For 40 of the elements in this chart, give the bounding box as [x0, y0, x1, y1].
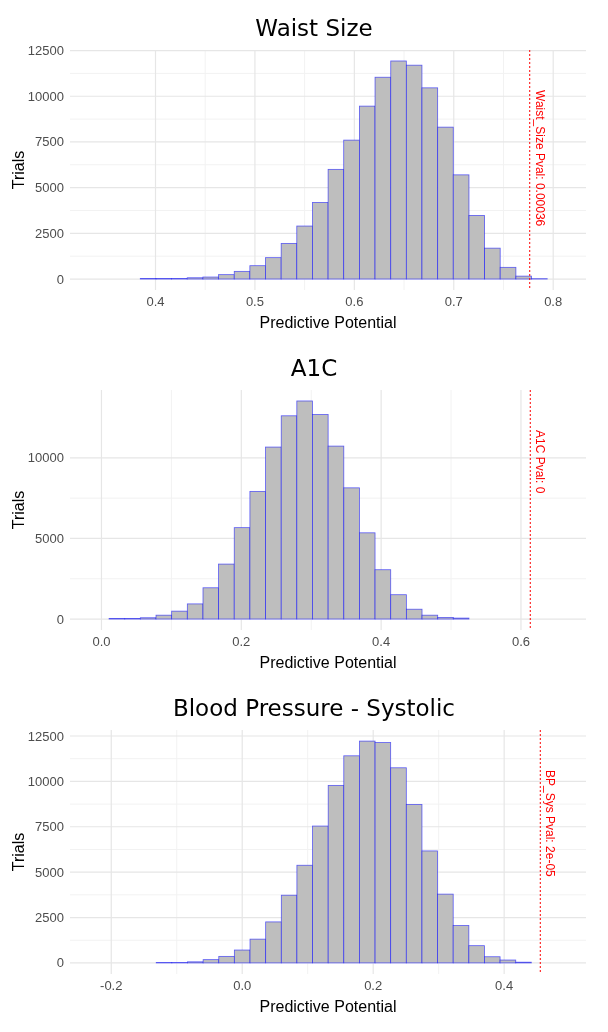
y-tick-label: 5000 [35, 530, 64, 546]
y-tick-label: 2500 [35, 910, 64, 926]
y-tick-label: 0 [56, 611, 64, 627]
chart-title: Blood Pressure - Systolic [172, 695, 456, 721]
y-tick-label: 5000 [35, 864, 64, 880]
x-tick-label: 0.5 [245, 294, 264, 309]
y-tick-label: 7500 [35, 134, 64, 150]
annotation: Waist_Size Pval: 0.00036 [532, 90, 547, 227]
y-tick-label: 10000 [27, 450, 64, 466]
x-axis-title: Predictive Potential [259, 654, 397, 671]
x-tick-label: -0.2 [100, 978, 123, 993]
x-tick-label: 0.2 [232, 634, 251, 649]
y-axis-title: Trials [10, 150, 27, 190]
chart-title: A1C [290, 355, 338, 381]
annotation: A1C Pval: 0 [533, 430, 548, 494]
x-tick-label: 0.8 [544, 294, 563, 309]
chart-title: Waist Size [255, 15, 373, 41]
x-tick-label: 0.0 [92, 634, 111, 649]
y-tick-label: 10000 [27, 773, 64, 789]
x-axis-title: Predictive Potential [259, 314, 397, 331]
x-tick-label: 0.2 [364, 978, 383, 993]
x-tick-label: 0.7 [444, 294, 463, 309]
y-tick-label: 12500 [27, 728, 64, 744]
x-tick-label: 0.6 [511, 634, 531, 649]
x-axis-title: Predictive Potential [259, 998, 397, 1015]
x-tick-label: 0.0 [233, 978, 252, 993]
y-tick-label: 0 [56, 271, 64, 287]
y-tick-label: 12500 [27, 43, 64, 59]
annotation: BP_Sys Pval: 2e-05 [543, 770, 558, 878]
y-axis-title: Trials [10, 490, 27, 530]
x-tick-label: 0.6 [345, 294, 364, 309]
x-tick-label: 0.4 [372, 634, 391, 649]
y-tick-label: 2500 [35, 225, 64, 241]
y-axis-title: Trials [10, 832, 27, 872]
x-tick-label: 0.4 [495, 978, 514, 993]
y-tick-label: 5000 [35, 180, 64, 196]
x-tick-label: 0.4 [146, 294, 165, 309]
y-tick-label: 0 [56, 955, 64, 971]
y-tick-label: 7500 [35, 819, 64, 835]
y-tick-label: 10000 [27, 88, 64, 104]
